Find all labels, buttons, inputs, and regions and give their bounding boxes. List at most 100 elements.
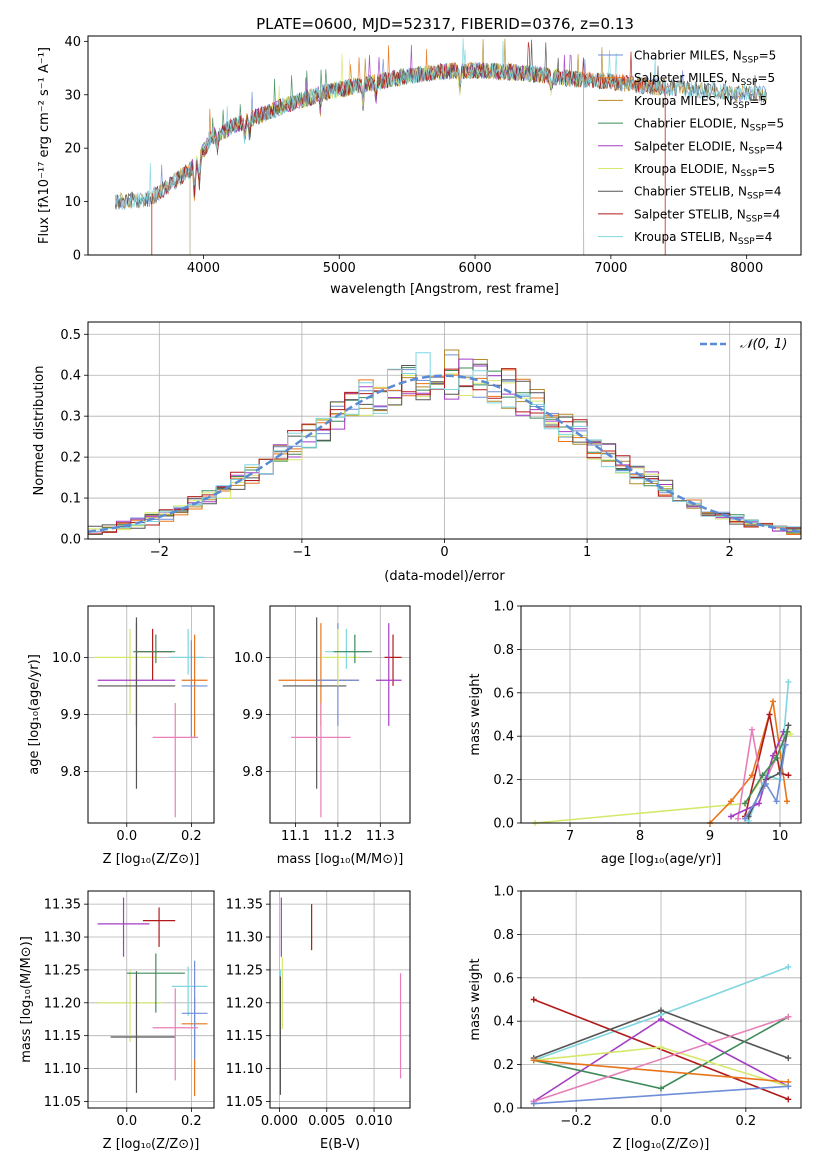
y-tick-label: 30	[64, 88, 81, 103]
y-tick-label: 10.0	[234, 651, 263, 666]
weight-series-line	[533, 1016, 789, 1103]
legend-entry-tail: =4	[764, 185, 782, 199]
legend-entry-tail: =4	[763, 207, 781, 221]
plot-area	[532, 678, 794, 826]
y-tick-label: 11.15	[44, 1029, 81, 1044]
legend-entry-main: Kroupa STELIB, N	[634, 230, 738, 244]
weight-series-marker	[658, 1016, 664, 1023]
plot-area	[530, 963, 792, 1107]
y-tick-label: 11.10	[226, 1062, 263, 1077]
y-tick-label: 0.8	[493, 643, 514, 658]
y-tick-label: 0.1	[60, 492, 81, 507]
x-tick-label: 1	[583, 545, 591, 560]
y-tick-label: 11.05	[44, 1095, 81, 1110]
y-tick-label: 0.6	[493, 686, 514, 701]
y-tick-label: 0.2	[60, 451, 81, 466]
x-axis-label: Z [log₁₀(Z/Z⊙)]	[103, 1137, 200, 1152]
x-tick-label: 11.2	[323, 829, 352, 844]
legend-entry-main: Chabrier STELIB, N	[634, 185, 747, 199]
weight-series-marker	[784, 798, 790, 805]
weight-series-marker	[530, 1057, 537, 1064]
plot-frame	[87, 605, 215, 824]
legend-entry-label: Chabrier MILES, NSSP=5	[634, 49, 776, 66]
legend-entry-tail: =5	[759, 49, 777, 63]
legend-entry-tail: =5	[766, 117, 784, 131]
legend-entry-main: Salpeter MILES, N	[634, 71, 741, 85]
y-axis-label: Flux [fλ10⁻¹⁷ erg cm⁻² s⁻¹ A⁻¹]	[37, 47, 52, 244]
weight-series-line	[533, 1059, 789, 1083]
y-tick-label: 0	[73, 249, 81, 264]
weight-series-marker	[658, 1044, 664, 1051]
x-axis-label: (data-model)/error	[384, 569, 505, 584]
y-tick-label: 0.5	[60, 328, 81, 343]
weight-series-marker	[728, 798, 734, 805]
x-tick-label: 0.2	[181, 1114, 202, 1129]
plot-area	[278, 617, 402, 818]
y-tick-label: 9.9	[60, 708, 81, 723]
x-tick-label: −0.2	[560, 1114, 592, 1129]
weight-series-marker	[770, 752, 776, 759]
residual-histogram-panel: −2 −1 0 1 2 0.0 0.1 0.2 0.3 0.4 0.5 (data-model)/er…	[32, 321, 802, 584]
y-tick-label: 1.0	[493, 885, 514, 900]
x-tick-label: 11.1	[281, 829, 310, 844]
y-axis-label: mass weight	[468, 958, 483, 1040]
weight-vs-age-panel: 7 8 9 10 0.0 0.2 0.4 0.6 0.8 1.0 age [log₁₀(age/yr…	[468, 600, 802, 867]
y-tick-label: 0.4	[60, 369, 81, 384]
x-tick-label: 0.2	[181, 829, 202, 844]
weight-series-marker	[782, 741, 789, 748]
weight-series-marker	[785, 1013, 792, 1020]
x-tick-label: 0.010	[355, 1114, 392, 1129]
legend-entry-subscript: SSP	[741, 169, 758, 179]
plot-frame	[87, 890, 215, 1109]
legend-entry-tail: =4	[765, 139, 783, 153]
legend-entry-label: Salpeter MILES, NSSP=5	[634, 71, 775, 88]
plot-area	[114, 38, 767, 255]
weight-series-marker	[773, 798, 780, 805]
legend-entry-subscript: SSP	[747, 192, 764, 202]
y-tick-label: 0.0	[493, 817, 514, 832]
plot-area	[97, 897, 208, 1097]
weight-series-marker	[742, 815, 748, 822]
y-axis-label: Normed distribution	[32, 366, 47, 496]
y-tick-label: 11.20	[226, 996, 263, 1011]
legend-entry-label: 𝒩(0, 1)	[740, 337, 787, 352]
legend-entry-tail: =5	[757, 162, 775, 176]
y-tick-label: 0.8	[493, 928, 514, 943]
weight-series-marker	[763, 780, 769, 787]
y-tick-label: 1.0	[493, 600, 514, 615]
mass-vs-metallicity-panel: 0.0 0.2 11.05 11.10 11.15 11.20 11.25 11.30 11.3…	[19, 890, 215, 1152]
spectrum-panel: 4000 5000 6000 7000 8000 0 10 20 30 40 wavelength …	[37, 35, 802, 297]
x-tick-label: 6000	[459, 261, 492, 276]
x-tick-label: 4000	[187, 261, 220, 276]
weight-series-marker	[785, 1055, 792, 1062]
plot-area	[279, 897, 402, 1095]
x-tick-label: 10	[772, 829, 789, 844]
x-axis-label: Z [log₁₀(Z/Z⊙)]	[103, 852, 200, 867]
x-tick-label: 8	[636, 829, 644, 844]
legend-entry-main: Chabrier MILES, N	[634, 49, 742, 63]
figure-title: PLATE=0600, MJD=52317, FIBERID=0376, z=0…	[256, 15, 634, 33]
weight-series-marker	[766, 711, 773, 718]
y-tick-label: 20	[64, 142, 81, 157]
legend-entry-main: Salpeter ELODIE, N	[634, 139, 748, 153]
age-vs-mass-panel: 11.1 11.2 11.3 9.8 9.9 10.0 mass [log₁₀(M/M⊙)]	[234, 605, 411, 867]
weight-series-marker	[785, 963, 792, 970]
y-tick-label: 11.30	[226, 931, 263, 946]
weight-series-line	[737, 729, 785, 819]
legend-entry-subscript: SSP	[741, 78, 758, 88]
weight-series-marker	[756, 800, 762, 807]
x-axis-label: age [log₁₀(age/yr)]	[601, 852, 722, 867]
y-tick-label: 11.15	[226, 1029, 263, 1044]
weight-series-marker	[785, 678, 792, 685]
weight-series-marker	[749, 726, 755, 733]
x-tick-label: −1	[292, 545, 311, 560]
y-tick-label: 9.9	[242, 708, 263, 723]
x-tick-label: 0.2	[736, 1114, 757, 1129]
y-tick-label: 11.10	[44, 1062, 81, 1077]
x-tick-label: 8000	[730, 261, 763, 276]
plot-frame	[87, 35, 802, 256]
mass-vs-extinction-panel: 0.000 0.005 0.010 11.05 11.10 11.15 11.20 11.25…	[226, 890, 411, 1152]
y-tick-label: 11.30	[44, 931, 81, 946]
legend-entry-subscript: SSP	[750, 124, 767, 134]
